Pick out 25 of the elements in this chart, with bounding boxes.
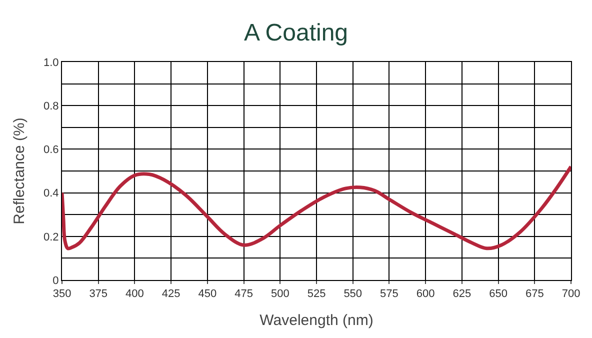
x-tick-label: 650 (489, 288, 508, 300)
y-tick-label: 0.6 (44, 144, 59, 156)
x-tick-label: 475 (234, 288, 253, 300)
x-tick-label: 450 (198, 288, 217, 300)
chart-title: A Coating (244, 19, 348, 46)
x-tick-label: 550 (344, 288, 362, 300)
x-tick-label: 675 (525, 288, 544, 300)
y-tick-label: 0.4 (44, 188, 59, 200)
y-tick-label: 0 (52, 274, 59, 287)
x-tick-label: 500 (270, 288, 290, 300)
x-tick-label: 600 (416, 288, 435, 300)
x-tick-label: 700 (562, 288, 580, 300)
x-tick-label: 575 (380, 288, 398, 300)
x-tick-label: 400 (126, 288, 144, 300)
y-tick-label: 0.8 (44, 100, 59, 112)
x-tick-label: 350 (52, 288, 72, 300)
line-series (62, 164, 571, 250)
x-tick-label: 625 (452, 288, 472, 300)
y-tick-label: 0.2 (44, 231, 59, 244)
y-axis-title: Reflectance (%) (10, 118, 28, 224)
y-tick-label: 1.0 (44, 56, 59, 69)
x-axis-title: Wavelength (nm) (260, 312, 374, 330)
x-tick-label: 525 (307, 288, 326, 300)
x-tick-label: 375 (89, 288, 108, 300)
x-tick-label: 425 (162, 288, 180, 300)
